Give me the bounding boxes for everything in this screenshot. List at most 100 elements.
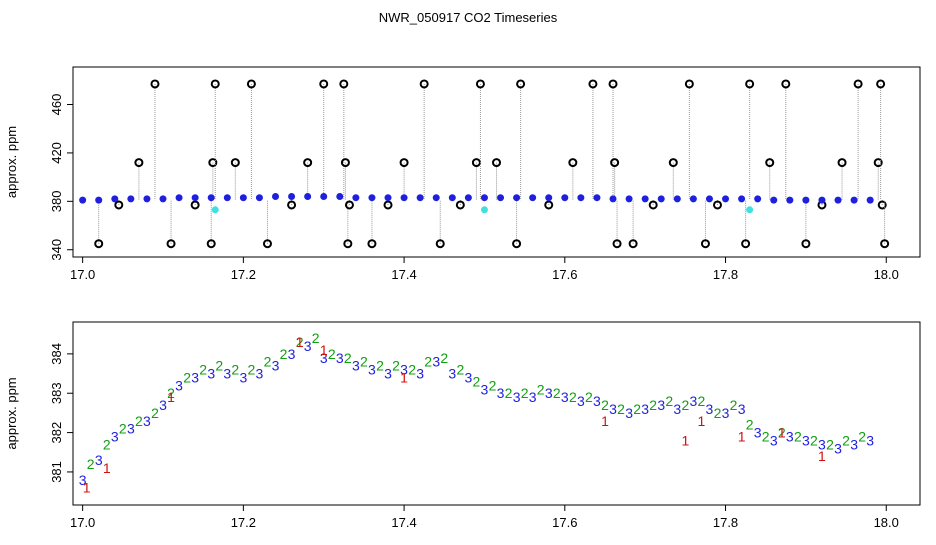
data-point — [352, 194, 360, 202]
data-point: 2 — [778, 425, 786, 441]
data-point — [648, 200, 658, 210]
data-point: 3 — [641, 401, 649, 417]
data-point — [545, 194, 553, 202]
data-point: 1 — [296, 334, 304, 350]
x-tick-label: 17.8 — [713, 267, 738, 282]
data-point: 2 — [681, 397, 689, 413]
y-tick-label: 460 — [49, 94, 64, 116]
data-point — [480, 194, 488, 202]
data-point — [705, 195, 713, 203]
data-point — [668, 158, 678, 168]
data-point — [239, 194, 247, 202]
data-point: 2 — [569, 389, 577, 405]
plot-frame — [72, 66, 921, 258]
data-point — [143, 195, 151, 203]
data-point: 3 — [625, 405, 633, 421]
data-point: 3 — [818, 436, 826, 452]
data-point: 3 — [95, 452, 103, 468]
x-tick-label: 17.4 — [391, 515, 416, 530]
data-point — [190, 200, 200, 210]
data-point — [754, 195, 762, 203]
data-point — [340, 158, 350, 168]
data-point — [435, 239, 445, 249]
data-point — [834, 196, 842, 204]
data-point: 2 — [296, 334, 304, 350]
data-point: 3 — [175, 377, 183, 393]
data-point — [625, 195, 633, 203]
plot-frame — [72, 321, 921, 506]
data-point: 3 — [706, 401, 714, 417]
data-point — [568, 158, 578, 168]
data-point: 1 — [320, 342, 328, 358]
data-point — [343, 239, 353, 249]
data-point — [609, 195, 617, 203]
data-point: 3 — [127, 421, 135, 437]
data-point: 3 — [722, 405, 730, 421]
data-point: 3 — [689, 393, 697, 409]
data-point: 3 — [79, 472, 87, 488]
data-point: 2 — [376, 358, 384, 374]
data-point: 2 — [183, 369, 191, 385]
data-point — [384, 194, 392, 202]
data-point — [416, 194, 424, 202]
data-point — [513, 194, 521, 202]
data-point: 3 — [143, 413, 151, 429]
data-point — [262, 239, 272, 249]
data-point — [657, 195, 665, 203]
data-point — [866, 196, 874, 204]
data-point: 3 — [754, 425, 762, 441]
data-point — [206, 239, 216, 249]
data-point: 2 — [215, 358, 223, 374]
data-point — [210, 79, 220, 89]
data-point — [876, 79, 886, 89]
y-tick-label: 381 — [49, 461, 64, 483]
data-point: 2 — [521, 385, 529, 401]
data-point — [159, 195, 167, 203]
data-point — [134, 158, 144, 168]
data-point: 3 — [320, 350, 328, 366]
data-point: 3 — [545, 385, 553, 401]
data-point: 2 — [730, 397, 738, 413]
data-point — [471, 158, 481, 168]
data-point — [628, 239, 638, 249]
data-point: 3 — [866, 432, 874, 448]
data-point — [746, 206, 754, 214]
data-point: 3 — [111, 429, 119, 445]
y-tick-label: 383 — [49, 382, 64, 404]
data-point — [211, 206, 219, 214]
data-point: 3 — [256, 366, 264, 382]
data-point — [432, 194, 440, 202]
data-point — [593, 194, 601, 202]
data-point: 3 — [738, 401, 746, 417]
data-point: 2 — [617, 401, 625, 417]
data-point — [608, 79, 618, 89]
data-point — [770, 196, 778, 204]
x-tick-label: 17.6 — [552, 267, 577, 282]
chart-title: NWR_050917 CO2 Timeseries — [379, 10, 558, 25]
data-point: 3 — [432, 354, 440, 370]
data-point — [612, 239, 622, 249]
x-tick-label: 17.2 — [231, 267, 256, 282]
data-point: 2 — [87, 456, 95, 472]
data-point — [207, 194, 215, 202]
data-point — [79, 196, 87, 204]
data-point — [114, 200, 124, 210]
data-point — [150, 79, 160, 89]
y-tick-label: 420 — [49, 142, 64, 164]
data-point: 3 — [159, 397, 167, 413]
data-point: 2 — [248, 362, 256, 378]
data-point — [320, 192, 328, 200]
data-point: 2 — [746, 417, 754, 433]
data-point: 1 — [698, 413, 706, 429]
data-point: 3 — [272, 358, 280, 374]
data-point: 3 — [609, 401, 617, 417]
x-tick-label: 17.8 — [713, 515, 738, 530]
data-point — [480, 206, 488, 214]
data-point: 1 — [681, 432, 689, 448]
data-point: 2 — [360, 354, 368, 370]
x-tick-label: 17.0 — [70, 267, 95, 282]
data-point — [781, 79, 791, 89]
data-point — [588, 79, 598, 89]
data-point: 3 — [561, 389, 569, 405]
data-point — [95, 196, 103, 204]
